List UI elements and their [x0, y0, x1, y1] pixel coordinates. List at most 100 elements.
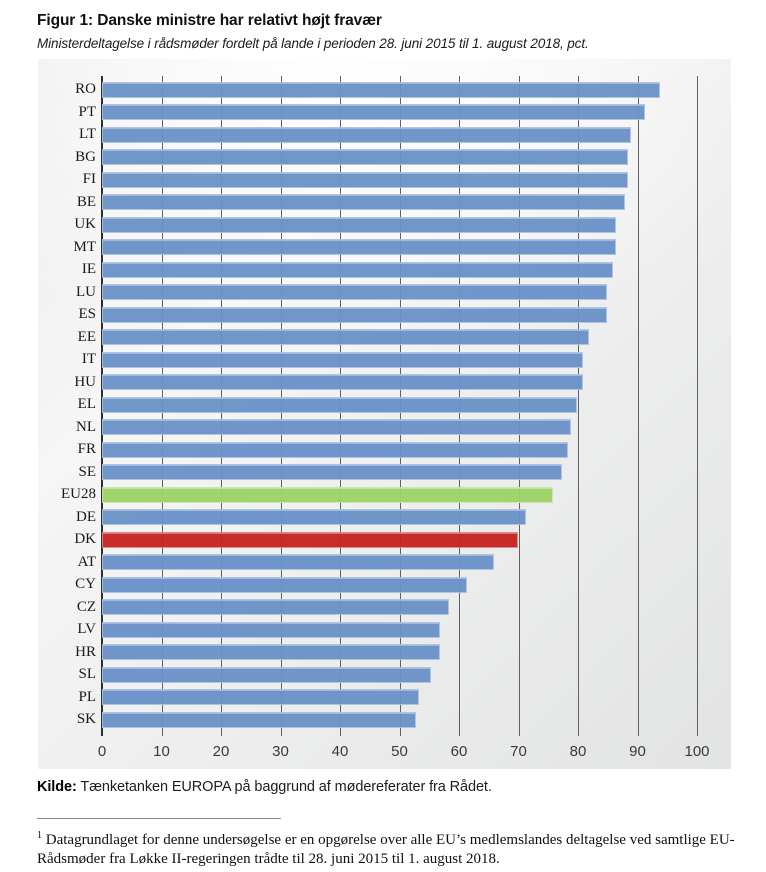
x-tick-label-100: 100: [684, 743, 710, 760]
bar-row-sl: SL: [38, 663, 731, 686]
bar-ie: [102, 261, 613, 278]
bar-hr: [102, 644, 441, 660]
y-axis-label-se: SE: [78, 463, 96, 480]
x-tick-label-0: 0: [97, 743, 107, 760]
bar-dk: [102, 531, 518, 548]
chart-figure: RO PT LT BG FI BE UK MT IE LU ES EE IT HU EL NL FR SE EU28…: [38, 59, 731, 769]
bar-row-ro: RO: [38, 78, 731, 101]
bar-bg: [102, 149, 628, 165]
y-axis-label-ro: RO: [75, 81, 96, 97]
bar-row-lt: LT: [38, 123, 731, 146]
y-axis-label-dk: DK: [74, 531, 96, 547]
bar-row-es: ES: [38, 303, 731, 326]
x-tick-label-90: 90: [629, 743, 646, 760]
bar-row-be: BE: [38, 191, 731, 214]
y-axis-label-at: AT: [77, 553, 96, 570]
y-axis-label-uk: UK: [74, 216, 96, 232]
bar-row-el: EL: [38, 393, 731, 416]
y-axis-label-cy: CY: [75, 576, 96, 592]
y-axis-label-mt: MT: [73, 238, 97, 255]
y-axis-label-sl: SL: [78, 666, 96, 682]
bar-lt: [102, 126, 631, 143]
bar-row-eu28: EU28: [38, 483, 731, 506]
bar-row-it: IT: [38, 348, 731, 371]
bar-ro: [102, 81, 661, 98]
bar-row-pl: PL: [38, 686, 731, 709]
x-tick-label-50: 50: [391, 743, 408, 760]
bar-row-mt: MT: [38, 236, 731, 259]
bar-pl: [102, 689, 420, 705]
bar-cz: [102, 599, 450, 615]
bar-pt: [102, 104, 646, 120]
footnote-text: Datagrundlaget for denne undersøgelse er…: [37, 832, 735, 867]
footnote: 1 Datagrundlaget for denne undersøgelse …: [37, 826, 742, 869]
bar-row-ee: EE: [38, 326, 731, 349]
figure-subtitle: Ministerdeltagelse i rådsmøder fordelt p…: [37, 36, 589, 51]
x-tick-label-30: 30: [272, 743, 289, 760]
x-axis-tick-labels: 0 10 20 30 40 50 60 70 80 90 100: [38, 743, 731, 761]
bar-mt: [102, 239, 616, 255]
y-axis-label-sk: SK: [76, 711, 96, 727]
bar-cy: [102, 576, 467, 593]
bar-se: [102, 464, 563, 480]
bar-fr: [102, 441, 569, 458]
bar-de: [102, 509, 527, 525]
bar-row-hu: HU: [38, 371, 731, 394]
bar-row-dk: DK: [38, 528, 731, 551]
y-axis-label-lu: LU: [76, 283, 96, 300]
bar-row-at: AT: [38, 551, 731, 574]
bar-it: [102, 351, 583, 368]
bar-at: [102, 554, 494, 570]
y-axis-label-eu28: EU28: [61, 486, 96, 502]
y-axis-label-fr: FR: [77, 441, 96, 457]
bar-row-bg: BG: [38, 146, 731, 169]
bar-row-lu: LU: [38, 281, 731, 304]
x-tick-label-60: 60: [450, 743, 468, 760]
y-axis-label-bg: BG: [75, 148, 96, 165]
bar-row-lv: LV: [38, 618, 731, 641]
source-text: Tænketanken EUROPA på baggrund af mødere…: [76, 779, 492, 795]
bar-fi: [102, 171, 628, 188]
y-axis-label-de: DE: [76, 508, 96, 525]
bar-es: [102, 306, 607, 323]
y-axis-label-es: ES: [78, 306, 96, 322]
y-axis-label-cz: CZ: [76, 598, 96, 615]
y-axis-label-it: IT: [81, 351, 96, 367]
bar-row-ie: IE: [38, 258, 731, 281]
y-axis-label-ee: EE: [77, 328, 96, 345]
x-tick-label-10: 10: [153, 743, 170, 760]
bar-sl: [102, 666, 432, 683]
source-label: Kilde:: [37, 779, 77, 795]
gridline-80: [578, 76, 579, 736]
bar-row-de: DE: [38, 506, 731, 529]
bar-row-cz: CZ: [38, 596, 731, 619]
bar-eu28: [102, 486, 554, 503]
y-axis-label-nl: NL: [76, 418, 96, 435]
plot-area: RO PT LT BG FI BE UK MT IE LU ES EE IT HU EL NL FR SE EU28…: [38, 78, 731, 731]
x-tick-label-20: 20: [212, 743, 230, 760]
bar-be: [102, 194, 625, 210]
footnote-divider: [37, 818, 281, 819]
bar-row-hr: HR: [38, 641, 731, 664]
bar-nl: [102, 419, 572, 435]
bar-uk: [102, 216, 616, 233]
bar-row-sk: SK: [38, 708, 731, 731]
x-tick-label-40: 40: [331, 743, 349, 760]
gridline-100: [697, 76, 698, 736]
y-axis-label-be: BE: [76, 193, 96, 210]
bar-lu: [102, 284, 607, 300]
footnote-marker: 1: [37, 830, 42, 841]
source-line: Kilde: Tænketanken EUROPA på baggrund af…: [37, 779, 737, 795]
y-axis-label-lv: LV: [77, 621, 96, 637]
y-axis-label-hu: HU: [74, 373, 96, 390]
bar-lv: [102, 621, 441, 638]
bar-row-se: SE: [38, 461, 731, 484]
bar-row-pt: PT: [38, 101, 731, 124]
bar-sk: [102, 711, 417, 728]
y-axis-label-lt: LT: [79, 126, 96, 142]
bar-el: [102, 396, 578, 413]
y-axis-label-pl: PL: [78, 688, 96, 705]
bar-row-nl: NL: [38, 416, 731, 439]
bar-row-cy: CY: [38, 573, 731, 596]
bar-row-uk: UK: [38, 213, 731, 236]
